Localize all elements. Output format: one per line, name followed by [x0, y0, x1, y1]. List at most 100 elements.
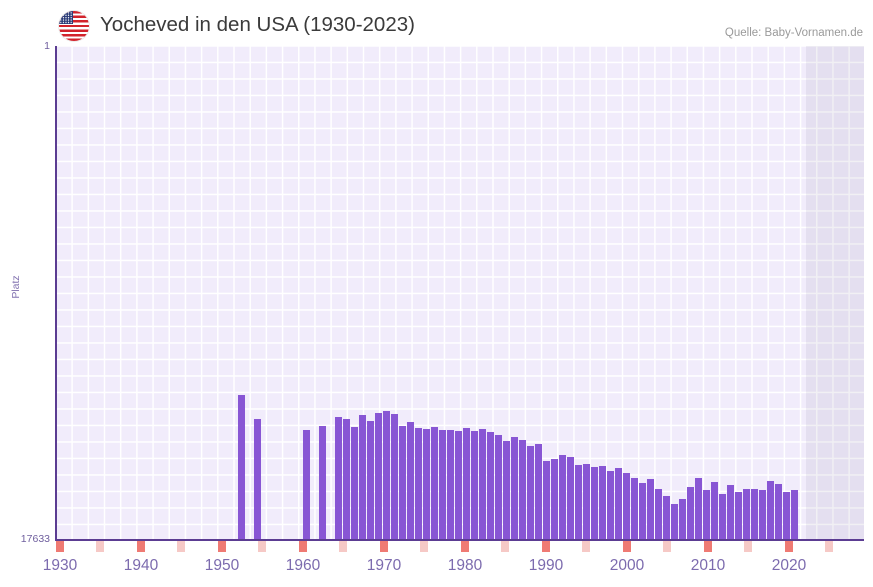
x-tick-label-1930: 1930 [42, 557, 78, 574]
bar-1974[interactable] [415, 428, 422, 540]
x-tick-mark-minor-0 [96, 541, 105, 552]
bar-1985[interactable] [503, 441, 510, 540]
bar-1991[interactable] [551, 459, 558, 540]
bar-2009[interactable] [695, 478, 702, 540]
bar-1952[interactable] [238, 395, 245, 540]
x-tick-mark-1980 [461, 541, 470, 552]
bar-1978[interactable] [447, 430, 454, 540]
bar-2017[interactable] [759, 490, 766, 540]
y-axis-line [55, 46, 57, 540]
x-tick-mark-2020 [785, 541, 794, 552]
x-tick-label-1970: 1970 [366, 557, 402, 574]
bar-1990[interactable] [543, 461, 550, 540]
x-tick-label-1980: 1980 [447, 557, 483, 574]
bar-1969[interactable] [375, 413, 382, 540]
bar-1986[interactable] [511, 437, 518, 540]
bar-1984[interactable] [495, 435, 502, 540]
bar-2008[interactable] [687, 487, 694, 540]
bar-2005[interactable] [663, 496, 670, 540]
bar-2018[interactable] [767, 481, 774, 540]
bar-1997[interactable] [599, 466, 606, 540]
bar-1973[interactable] [407, 422, 414, 540]
us-flag-icon [59, 11, 89, 41]
bar-1954[interactable] [254, 419, 261, 540]
bar-1993[interactable] [567, 457, 574, 540]
x-tick-mark-minor-6 [582, 541, 591, 552]
x-tick-mark-1970 [380, 541, 389, 552]
bar-2001[interactable] [631, 478, 638, 540]
y-tick-top: 1 [44, 40, 50, 52]
bar-2013[interactable] [727, 485, 734, 540]
bar-1992[interactable] [559, 455, 566, 540]
bar-2021[interactable] [791, 490, 798, 540]
bar-1968[interactable] [367, 421, 374, 540]
bar-1967[interactable] [359, 415, 366, 540]
flag-canton [59, 11, 73, 24]
x-tick-label-1950: 1950 [204, 557, 240, 574]
bar-2002[interactable] [639, 483, 646, 540]
bar-2016[interactable] [751, 489, 758, 540]
bar-1999[interactable] [615, 468, 622, 540]
bar-1971[interactable] [391, 414, 398, 540]
bar-1960[interactable] [303, 430, 310, 540]
x-tick-mark-minor-1 [177, 541, 186, 552]
x-tick-mark-1960 [299, 541, 308, 552]
bar-1983[interactable] [487, 432, 494, 540]
bar-2006[interactable] [671, 504, 678, 540]
bar-1975[interactable] [423, 429, 430, 540]
bar-1964[interactable] [335, 417, 342, 540]
x-tick-mark-minor-3 [339, 541, 348, 552]
bar-1994[interactable] [575, 465, 582, 540]
bar-2015[interactable] [743, 489, 750, 540]
x-axis-line [55, 539, 864, 541]
bar-1962[interactable] [319, 426, 326, 540]
x-tick-label-1990: 1990 [528, 557, 564, 574]
bar-2000[interactable] [623, 473, 630, 540]
source-label: Quelle: Baby-Vornamen.de [724, 27, 863, 39]
x-tick-mark-1990 [542, 541, 551, 552]
bar-1980[interactable] [463, 428, 470, 540]
no-data-band [806, 46, 864, 540]
plot-area [56, 46, 864, 540]
bar-1972[interactable] [399, 426, 406, 540]
bar-1981[interactable] [471, 431, 478, 540]
bar-1982[interactable] [479, 429, 486, 540]
bar-1977[interactable] [439, 430, 446, 540]
bar-2014[interactable] [735, 492, 742, 540]
bar-1965[interactable] [343, 419, 350, 540]
bar-2010[interactable] [703, 490, 710, 540]
x-tick-label-2010: 2010 [690, 557, 726, 574]
bar-2004[interactable] [655, 489, 662, 540]
bar-1970[interactable] [383, 411, 390, 540]
x-tick-mark-minor-9 [825, 541, 834, 552]
bar-1976[interactable] [431, 427, 438, 540]
bar-1966[interactable] [351, 427, 358, 540]
chart-header: Yocheved in den USA (1930-2023) Quelle: … [0, 0, 873, 46]
x-tick-mark-minor-7 [663, 541, 672, 552]
bar-1979[interactable] [455, 431, 462, 540]
bar-1989[interactable] [535, 444, 542, 540]
bar-1987[interactable] [519, 440, 526, 540]
y-axis-label: Platz [10, 275, 22, 299]
bar-1988[interactable] [527, 446, 534, 540]
bar-1998[interactable] [607, 471, 614, 540]
bar-2007[interactable] [679, 499, 686, 540]
bar-2011[interactable] [711, 482, 718, 540]
bar-2012[interactable] [719, 494, 726, 540]
bar-2020[interactable] [783, 492, 790, 540]
bar-1995[interactable] [583, 464, 590, 540]
x-tick-label-1940: 1940 [123, 557, 159, 574]
x-tick-label-2020: 2020 [771, 557, 807, 574]
y-tick-bottom: 17633 [20, 533, 50, 545]
x-tick-mark-minor-2 [258, 541, 267, 552]
x-tick-mark-minor-5 [501, 541, 510, 552]
bar-2003[interactable] [647, 479, 654, 540]
x-tick-mark-1950 [218, 541, 227, 552]
x-tick-mark-minor-8 [744, 541, 753, 552]
page-title: Yocheved in den USA (1930-2023) [100, 13, 415, 36]
bar-2019[interactable] [775, 484, 782, 540]
bar-1996[interactable] [591, 467, 598, 540]
x-tick-mark-1940 [137, 541, 146, 552]
